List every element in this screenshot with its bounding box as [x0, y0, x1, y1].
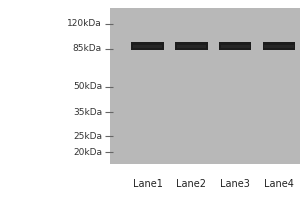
Bar: [175, 42, 208, 50]
Bar: [177, 45, 206, 48]
Text: 35kDa: 35kDa: [73, 108, 102, 117]
Text: 120kDa: 120kDa: [67, 19, 102, 28]
Text: Lane4: Lane4: [264, 179, 294, 189]
Bar: [131, 42, 164, 50]
Text: Lane1: Lane1: [133, 179, 163, 189]
Bar: [263, 42, 295, 50]
Bar: [219, 42, 251, 50]
Text: Lane2: Lane2: [176, 179, 206, 189]
Bar: [221, 45, 250, 48]
Text: 20kDa: 20kDa: [73, 148, 102, 157]
Text: 25kDa: 25kDa: [73, 132, 102, 141]
Text: Lane3: Lane3: [220, 179, 250, 189]
Bar: [133, 45, 162, 48]
Text: 85kDa: 85kDa: [73, 44, 102, 53]
Bar: [110, 8, 300, 164]
Text: 50kDa: 50kDa: [73, 82, 102, 91]
Bar: [265, 45, 294, 48]
